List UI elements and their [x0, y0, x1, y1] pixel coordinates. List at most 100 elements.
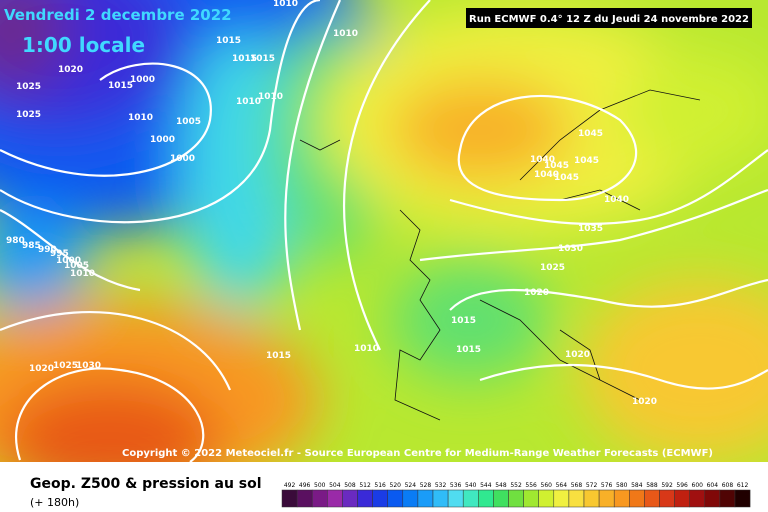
legend-swatch	[674, 489, 690, 508]
isobar-label: 1010	[354, 344, 379, 354]
legend-swatch	[447, 489, 464, 508]
legend-swatch	[734, 489, 751, 508]
isobar-label: 1000	[150, 135, 175, 145]
legend-label: 500	[314, 482, 326, 489]
isobar-label: 1010	[236, 97, 261, 107]
legend-swatch	[311, 489, 328, 508]
legend-swatch	[327, 489, 343, 508]
isobar-label: 1000	[56, 256, 81, 266]
footer-lead: (+ 180h)	[30, 496, 79, 509]
isobar-label: 1020	[29, 364, 54, 374]
isobar-label: 985	[22, 241, 41, 251]
legend-label: 512	[359, 482, 371, 489]
isobar-label: 1020	[632, 397, 657, 407]
legend-swatch	[372, 489, 388, 508]
legend-label: 496	[299, 482, 311, 489]
isobar-label: 1020	[565, 350, 590, 360]
isobar-label: 1040	[604, 195, 629, 205]
legend-swatch	[402, 489, 419, 508]
legend-label: 576	[601, 482, 613, 489]
legend-label: 508	[344, 482, 356, 489]
isobar-label: 1010	[333, 29, 358, 39]
date: Vendredi 2 decembre 2022	[4, 6, 232, 24]
isobar-labels: 1010 1010 1015 1020 1015 1000 1015 1015 …	[6, 0, 657, 407]
legend-label: 536	[450, 482, 462, 489]
legend-swatch	[357, 489, 373, 508]
legend-swatch	[598, 489, 615, 508]
legend-label: 544	[480, 482, 492, 489]
legend-swatch	[644, 489, 660, 508]
isobar-label: 1025	[53, 361, 78, 371]
legend-label: 584	[631, 482, 643, 489]
legend-label: 560	[541, 482, 553, 489]
isobar-label: 1035	[578, 224, 603, 234]
legend-swatch	[719, 489, 736, 508]
legend-swatch	[478, 489, 494, 508]
legend-label: 568	[571, 482, 583, 489]
isobar-label: 1015	[456, 345, 481, 355]
field: 1010 1010 1015 1020 1015 1000 1015 1015 …	[0, 0, 768, 462]
legend-swatch	[387, 489, 404, 508]
legend-label: 608	[722, 482, 734, 489]
isobar-label: 1025	[16, 110, 41, 120]
legend-swatch	[659, 489, 675, 508]
legend-swatch	[629, 489, 645, 508]
legend-label: 532	[435, 482, 447, 489]
isobar-label: 1040	[530, 155, 555, 165]
run-box	[466, 8, 752, 28]
legend-swatch	[296, 489, 313, 508]
legend-label: 580	[616, 482, 628, 489]
isobar-label: 980	[6, 236, 25, 246]
copyright: Copyright © 2022 Meteociel.fr - Source E…	[122, 448, 713, 459]
isobar-label: 1015	[232, 54, 257, 64]
isobar-label: 1040	[534, 170, 559, 180]
legend-swatch	[523, 489, 539, 508]
legend-label: 612	[737, 482, 749, 489]
isobar-label: 1015	[250, 54, 275, 64]
legend-swatch	[342, 489, 358, 508]
legend-swatch	[613, 489, 630, 508]
isobar-label: 1015	[451, 316, 476, 326]
isobar-label: 1045	[578, 129, 603, 139]
legend-swatch	[508, 489, 524, 508]
isobar-label: 995	[50, 249, 69, 259]
legend-swatch	[432, 489, 449, 508]
isobar-label: 1005	[176, 117, 201, 127]
isobar-label: 1045	[544, 161, 569, 171]
run-info: Run ECMWF 0.4° 12 Z du Jeudi 24 novembre…	[469, 14, 749, 25]
isobar-label: 1025	[16, 82, 41, 92]
legend-label: 596	[676, 482, 688, 489]
legend-label: 604	[707, 482, 719, 489]
legend-swatch	[538, 489, 555, 508]
legend: 492 496 500 504 508 512 516 520 524 528 532 536 540 5…	[281, 482, 751, 508]
legend-label: 540	[465, 482, 477, 489]
isobar-label: 1015	[266, 351, 291, 361]
legend-swatch	[583, 489, 600, 508]
isobar-label: 1010	[258, 92, 283, 102]
legend-swatch	[553, 489, 570, 508]
legend-label: 552	[510, 482, 522, 489]
isobar-label: 1030	[558, 244, 583, 254]
legend-swatch	[493, 489, 509, 508]
isobar-label: 1025	[540, 263, 565, 273]
isobar-label: 1010	[273, 0, 298, 9]
isobar-label: 1045	[554, 173, 579, 183]
isobar-label: 990	[38, 245, 57, 255]
legend-swatch	[281, 489, 298, 508]
footer-title: Geop. Z500 & pression au sol	[30, 476, 262, 492]
isobar-label: 1020	[524, 288, 549, 298]
legend-label: 524	[405, 482, 417, 489]
legend-swatch	[417, 489, 434, 508]
isobar-label: 1030	[76, 361, 101, 371]
legend-label: 600	[692, 482, 704, 489]
legend-swatch	[689, 489, 706, 508]
legend-label: 548	[495, 482, 507, 489]
time: 1:00 locale	[22, 33, 145, 57]
legend-label: 528	[420, 482, 432, 489]
isobar-label: 1000	[130, 75, 155, 85]
legend-label: 588	[646, 482, 658, 489]
legend-swatch	[704, 489, 721, 508]
isobar-label: 1000	[170, 154, 195, 164]
legend-label: 492	[284, 482, 296, 489]
isobar-label: 1045	[574, 156, 599, 166]
